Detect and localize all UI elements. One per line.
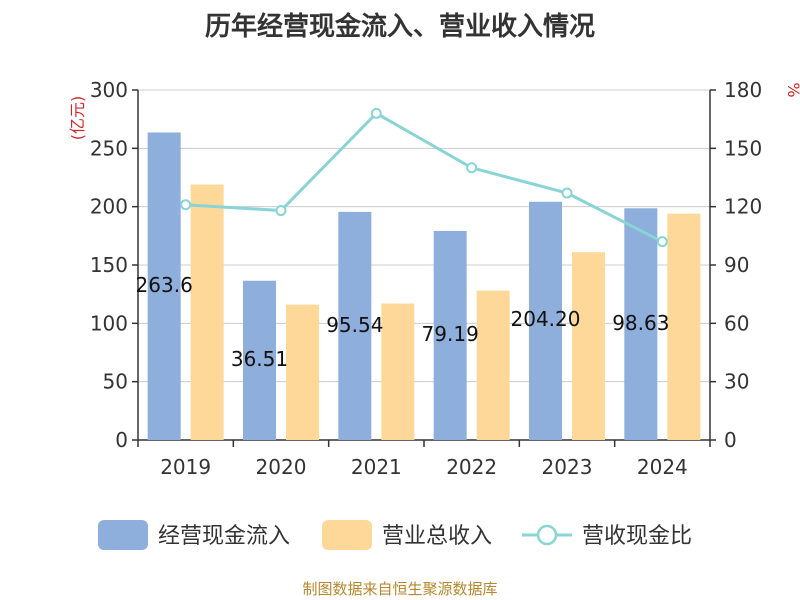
y-left-tick-label: 50 <box>103 370 128 394</box>
data-label: 36.51 <box>231 347 288 371</box>
x-tick-label: 2019 <box>160 455 211 479</box>
y-right-tick-label: 30 <box>724 370 749 394</box>
y-right-tick-label: 150 <box>724 136 762 160</box>
data-label: 263.6 <box>136 273 193 297</box>
legend-label-ratio: 营收现金比 <box>582 524 692 549</box>
bar-cash-inflow <box>147 132 181 440</box>
bar-revenue <box>190 184 224 440</box>
y-left-tick-label: 200 <box>90 195 128 219</box>
y-left-tick-label: 250 <box>90 136 128 160</box>
y-right-unit: % <box>784 82 800 97</box>
legend-swatch-revenue <box>322 520 372 550</box>
x-tick-label: 2021 <box>351 455 402 479</box>
bar-cash-inflow <box>433 230 467 440</box>
chart-title: 历年经营现金流入、营业收入情况 <box>204 12 595 42</box>
bar-revenue <box>286 304 319 440</box>
bar-cash-inflow <box>529 201 562 440</box>
bar-revenue <box>572 252 605 440</box>
y-right-tick-label: 180 <box>724 78 762 102</box>
source-note: 制图数据来自恒生聚源数据库 <box>302 580 498 598</box>
y-left-tick-label: 300 <box>90 78 128 102</box>
data-label: 79.19 <box>422 322 479 346</box>
x-tick-label: 2024 <box>637 455 688 479</box>
ratio-line <box>185 111 664 244</box>
y-left-unit: (亿元) <box>68 96 87 141</box>
y-right-tick-label: 120 <box>724 195 762 219</box>
x-tick-label: 2022 <box>446 455 497 479</box>
legend-swatch-ratio-marker <box>536 524 558 546</box>
y-left-tick-label: 0 <box>115 428 128 452</box>
data-label: 204.20 <box>511 307 581 331</box>
ratio-point <box>561 187 573 199</box>
x-tick-label: 2020 <box>256 455 307 479</box>
y-right-tick-label: 0 <box>724 428 737 452</box>
bar-cash-inflow <box>624 208 658 440</box>
legend-label-cash-inflow: 经营现金流入 <box>158 524 290 549</box>
data-label: 95.54 <box>326 313 383 337</box>
y-right-tick-label: 90 <box>724 253 749 277</box>
y-left-tick-label: 100 <box>90 311 128 335</box>
legend-label-revenue: 营业总收入 <box>382 524 492 549</box>
bar-revenue <box>667 213 701 440</box>
bar-cash-inflow <box>243 280 276 440</box>
y-left-tick-label: 150 <box>90 253 128 277</box>
y-right-tick-label: 60 <box>724 311 749 335</box>
data-label: 98.63 <box>612 311 669 335</box>
ratio-point <box>656 236 668 248</box>
bar-revenue <box>476 290 510 440</box>
ratio-point <box>370 107 382 119</box>
legend-swatch-cash-inflow <box>98 520 148 550</box>
bar-revenue <box>381 303 415 440</box>
ratio-point <box>180 199 192 211</box>
x-tick-label: 2023 <box>542 455 593 479</box>
ratio-point <box>275 205 287 217</box>
ratio-point <box>466 162 478 174</box>
bar-cash-inflow <box>338 211 372 440</box>
